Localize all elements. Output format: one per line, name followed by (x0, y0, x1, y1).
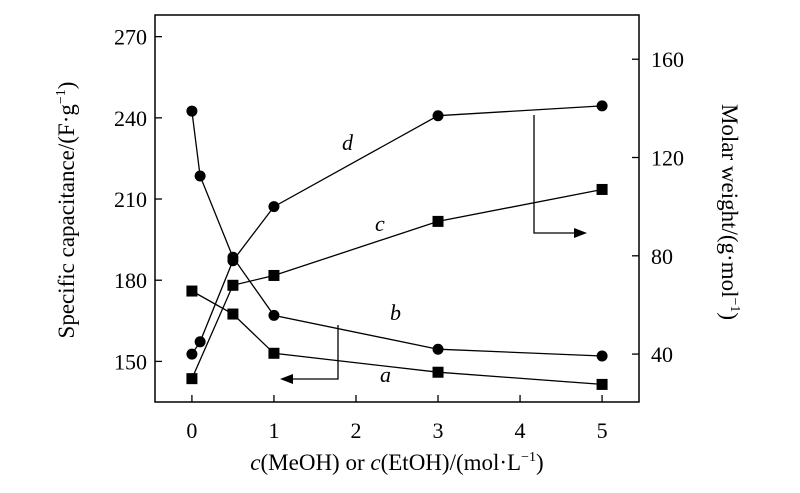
y-left-tick-label: 150 (114, 349, 147, 374)
x-axis: 0 1 2 3 4 5 (186, 395, 608, 443)
series-a-point (227, 308, 239, 320)
series-b-point (432, 343, 444, 355)
y-right-tick-label: 120 (651, 146, 684, 171)
x-tick-label: 3 (433, 418, 444, 443)
x-tick-label: 4 (515, 418, 526, 443)
curve-label-a: a (380, 362, 391, 387)
series-c-line (191, 188, 603, 379)
series-b-point (186, 105, 198, 117)
series-c-point (186, 373, 198, 385)
y-left-tick-label: 270 (114, 25, 147, 50)
curve-label-d: d (342, 130, 354, 155)
y-axis-left: 150 180 210 240 270 (114, 25, 162, 374)
series-d-point (268, 201, 280, 213)
right-axis-indicator-arrow (533, 115, 587, 238)
series-d-point (186, 348, 198, 360)
series-c-point (268, 269, 280, 281)
series-layer (186, 100, 608, 390)
series-a-point (186, 285, 198, 297)
series-a-point (596, 378, 608, 390)
y-axis-left-title: Specific capacitance/(F·g−1) (54, 82, 79, 339)
series-d-point (596, 100, 608, 112)
series-a-point (432, 366, 444, 378)
series-b-point (596, 350, 608, 362)
x-tick-label: 0 (186, 418, 197, 443)
y-axis-right-title: Molar weight/(g·mol−1) (717, 104, 742, 320)
series-b-point (194, 170, 206, 182)
y-right-tick-label: 80 (651, 244, 673, 269)
y-left-tick-label: 240 (114, 106, 147, 131)
x-tick-label: 1 (268, 418, 279, 443)
series-b-line (191, 111, 603, 357)
x-axis-title: c(MeOH) or c(EtOH)/(mol·L−1) (250, 450, 543, 475)
y-right-tick-label: 160 (651, 47, 684, 72)
y-left-tick-label: 210 (114, 187, 147, 212)
left-axis-indicator-arrow (280, 325, 339, 384)
series-c-point (596, 183, 608, 195)
series-d-point (227, 255, 239, 267)
curve-label-c: c (375, 211, 385, 236)
series-d-point (432, 110, 444, 122)
curve-label-b: b (390, 300, 401, 325)
series-a-point (268, 347, 280, 359)
y-right-tick-label: 40 (651, 342, 673, 367)
y-left-tick-label: 180 (114, 268, 147, 293)
series-c-point (227, 279, 239, 291)
series-c-point (432, 215, 444, 227)
plot-frame (154, 14, 640, 403)
y-axis-right: 40 80 120 160 (632, 47, 684, 367)
series-d-point (194, 336, 206, 348)
x-tick-label: 5 (597, 418, 608, 443)
series-b-point (268, 309, 280, 321)
x-tick-label: 2 (350, 418, 361, 443)
